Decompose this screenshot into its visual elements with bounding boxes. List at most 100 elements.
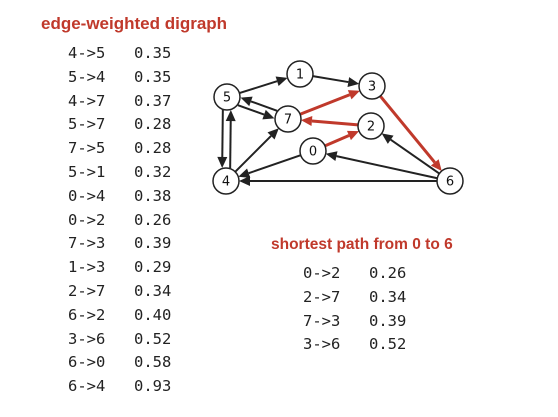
edge-label: 5->4: [68, 67, 106, 86]
arrow-head: [217, 156, 228, 168]
edge-line: [229, 121, 232, 169]
edge-line: [221, 109, 224, 157]
edge-line: [248, 154, 302, 175]
edge-weight: 0.93: [134, 377, 172, 396]
diagram-title: edge-weighted digraph: [41, 14, 228, 33]
edge-weight: 0.28: [134, 139, 172, 158]
edge-row: 3->6 0.52: [68, 328, 171, 352]
nodes-layer: 0 1 2 3 4 5 6 7: [212, 60, 464, 195]
node-0: 0: [299, 137, 327, 165]
node-6: 6: [436, 167, 464, 195]
edge-line: [237, 104, 265, 116]
edge-3-6: [379, 95, 442, 171]
edge-1-3: [312, 75, 360, 87]
edge-row: 5->1 0.32: [68, 161, 171, 185]
path-edge-weight: 0.26: [369, 264, 407, 282]
edge-list: 4->5 0.35 5->4 0.35 4->7 0.37 5->7 0.28 7->5…: [68, 42, 171, 399]
edge-label: 1->3: [68, 258, 106, 277]
edge-5-1: [239, 76, 288, 95]
edge-label: 3->6: [68, 329, 106, 348]
edge-label: 6->0: [68, 353, 106, 372]
path-edge-label: 7->3: [303, 311, 341, 330]
arrow-head: [430, 159, 442, 171]
path-row: 2->7 0.34: [303, 286, 406, 310]
node-label: 3: [368, 80, 376, 95]
edge-row: 2->7 0.34: [68, 280, 171, 304]
edge-label: 2->7: [68, 281, 106, 300]
node-1: 1: [286, 60, 314, 88]
arrow-head: [238, 168, 251, 178]
edge-label: 0->2: [68, 210, 106, 229]
node-4: 4: [212, 167, 240, 195]
arrow-head: [381, 133, 394, 144]
path-row: 3->6 0.52: [303, 333, 406, 357]
edge-7-5: [240, 96, 278, 112]
edge-4-5: [225, 110, 236, 169]
edge-label: 4->7: [68, 91, 106, 110]
edge-row: 7->3 0.39: [68, 232, 171, 256]
edge-weight: 0.58: [134, 353, 172, 372]
node-circle: [274, 105, 302, 133]
edge-line: [312, 75, 349, 84]
edge-row: 6->4 0.93: [68, 375, 171, 399]
edge-label: 4->5: [68, 44, 106, 62]
edge-line: [324, 134, 350, 148]
arrow-head: [239, 176, 250, 186]
edge-weight: 0.26: [134, 210, 172, 229]
path-row: 7->3 0.39: [303, 310, 406, 334]
node-circle: [358, 72, 386, 100]
arrow-head: [325, 151, 338, 162]
path-edge-label: 0->2: [303, 264, 341, 282]
arrow-head: [347, 90, 360, 100]
edge-row: 5->4 0.35: [68, 66, 171, 90]
arrow-head: [225, 110, 236, 122]
arrow-head: [262, 109, 275, 120]
shortest-path-title: shortest path from 0 to 6: [271, 236, 453, 253]
edge-row: 1->3 0.29: [68, 256, 171, 280]
path-edge-weight: 0.52: [369, 335, 407, 354]
edge-0-2: [324, 130, 360, 148]
edge-line: [390, 138, 440, 175]
node-2: 2: [357, 112, 385, 140]
node-label: 5: [223, 91, 231, 106]
node-label: 0: [309, 145, 317, 160]
shortest-path-list: 0->2 0.26 2->7 0.34 7->3 0.39 3->6 0.52: [303, 262, 406, 357]
edge-weight: 0.32: [134, 162, 172, 181]
edge-line: [250, 100, 278, 112]
edge-line: [239, 80, 278, 95]
edge-row: 7->5 0.28: [68, 137, 171, 161]
node-circle: [213, 83, 241, 111]
node-3: 3: [358, 72, 386, 100]
edge-weight: 0.28: [134, 115, 172, 134]
edge-weight: 0.38: [134, 186, 172, 205]
edge-label: 5->7: [68, 115, 106, 134]
arrow-head: [346, 130, 360, 141]
path-edge-weight: 0.34: [369, 287, 407, 306]
node-circle: [212, 167, 240, 195]
node-label: 6: [446, 175, 454, 190]
edges-layer: [217, 75, 442, 186]
edge-row: 4->7 0.37: [68, 90, 171, 114]
edge-weight: 0.37: [134, 91, 172, 110]
edge-weight: 0.39: [134, 234, 172, 253]
edge-6-4: [239, 176, 437, 186]
node-label: 1: [296, 68, 304, 83]
node-label: 4: [222, 175, 230, 190]
edge-4-7: [234, 128, 279, 173]
path-edge-label: 2->7: [303, 287, 341, 306]
node-circle: [357, 112, 385, 140]
edge-2-7: [300, 116, 359, 127]
edge-weight: 0.29: [134, 258, 172, 277]
edge-line: [311, 119, 359, 127]
edge-5-4: [217, 109, 228, 168]
edge-weight: 0.35: [134, 44, 172, 62]
arrow-head: [347, 77, 360, 87]
node-label: 2: [367, 120, 375, 135]
edge-row: 0->4 0.38: [68, 185, 171, 209]
edge-weight: 0.40: [134, 305, 172, 324]
edge-label: 7->5: [68, 139, 106, 158]
edge-line: [379, 95, 436, 164]
node-7: 7: [274, 105, 302, 133]
edge-row: 4->5 0.35: [68, 42, 171, 66]
